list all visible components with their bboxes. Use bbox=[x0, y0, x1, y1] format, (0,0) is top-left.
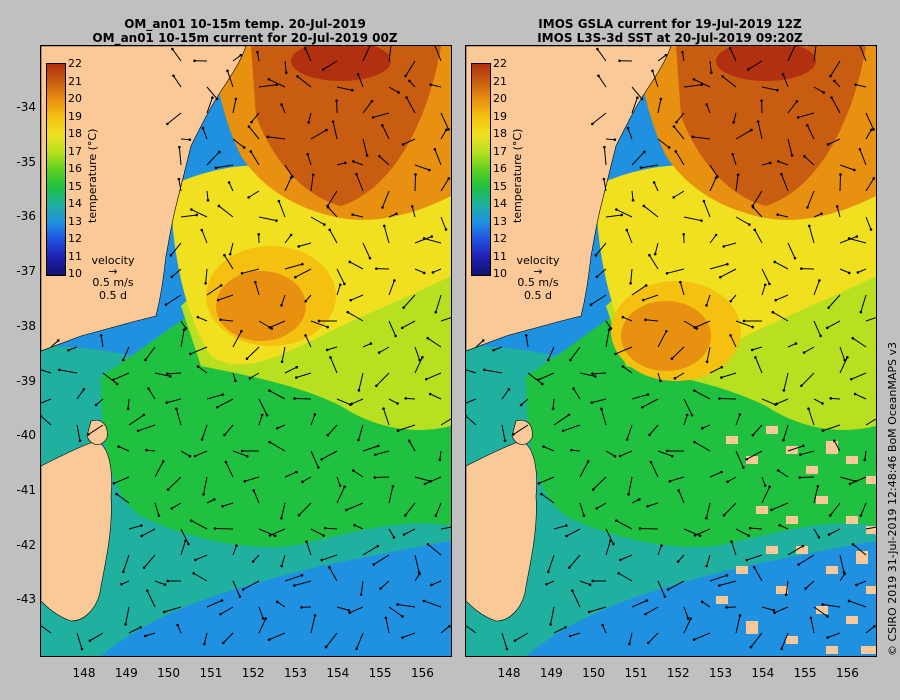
velocity-scale-arrow-icon: → bbox=[533, 265, 543, 278]
longitude-tick-label: 150 bbox=[582, 666, 606, 680]
temperature-colorbar bbox=[46, 63, 66, 276]
velocity-speed: 0.5 m/s bbox=[517, 276, 559, 289]
flinders-island bbox=[511, 419, 533, 445]
longitude-tick-label: 155 bbox=[368, 666, 392, 680]
colorbar-tick-label: 15 bbox=[68, 179, 82, 193]
right-title-line1: IMOS GSLA current for 19-Jul-2019 12Z bbox=[538, 17, 802, 31]
eac-core bbox=[251, 46, 441, 206]
longitude-tick-label: 155 bbox=[793, 666, 817, 680]
colorbar-tick-label: 10 bbox=[68, 267, 82, 280]
right-sst-map bbox=[466, 46, 876, 656]
colorbar-tick-label: 19 bbox=[493, 109, 507, 123]
colorbar-tick-label: 13 bbox=[68, 214, 82, 228]
colorbar-tick-label: 16 bbox=[493, 162, 507, 175]
left-title-line1: OM_an01 10-15m temp. 20-Jul-2019 bbox=[124, 17, 366, 31]
latitude-tick-label: -42 bbox=[16, 537, 36, 552]
longitude-tick-label: 151 bbox=[624, 666, 648, 680]
latitude-tick-label: -38 bbox=[16, 318, 36, 333]
colorbar-tick-label: 12 bbox=[493, 232, 507, 245]
velocity-vectors bbox=[466, 46, 876, 651]
cloud-mask bbox=[716, 426, 876, 654]
longitude-tick-label: 153 bbox=[709, 666, 732, 680]
latitude-tick-label: -34 bbox=[16, 100, 36, 114]
right-panel-title: IMOS GSLA current for 19-Jul-2019 12Z IM… bbox=[465, 17, 875, 45]
colorbar-tick-label: 17 bbox=[68, 144, 82, 158]
colorbar-tick-label: 17 bbox=[493, 144, 507, 158]
eac-core bbox=[676, 46, 866, 206]
latitude-tick-label: -40 bbox=[16, 428, 36, 443]
temperature-colorbar bbox=[471, 63, 491, 276]
southern-blue-water bbox=[101, 541, 451, 656]
colorbar-tick-label: 20 bbox=[68, 92, 82, 105]
longitude-tick-label: 151 bbox=[199, 666, 223, 680]
credit-text: © CSIRO 2019 31-Jul-2019 12:48:46 BoM Oc… bbox=[886, 342, 899, 656]
colorbar-title: temperature (°C) bbox=[511, 128, 524, 223]
longitude-tick-label: 148 bbox=[497, 666, 521, 680]
colorbar-tick-label: 15 bbox=[493, 179, 507, 193]
flinders-island bbox=[86, 419, 108, 445]
colorbar-tick-label: 18 bbox=[493, 127, 507, 140]
warm-eddy-center bbox=[621, 301, 711, 371]
left-panel-title: OM_an01 10-15m temp. 20-Jul-2019 OM_an01… bbox=[40, 17, 450, 45]
colorbar-tick-label: 16 bbox=[68, 162, 82, 175]
colorbar-tick-label: 13 bbox=[493, 214, 507, 228]
velocity-label: velocity bbox=[91, 254, 135, 267]
latitude-tick-label: -36 bbox=[16, 209, 36, 224]
left-title-line2: OM_an01 10-15m current for 20-Jul-2019 0… bbox=[92, 31, 398, 45]
colorbar-tick-label: 19 bbox=[68, 109, 82, 123]
longitude-tick-label: 149 bbox=[539, 666, 563, 680]
right-title-line2: IMOS L3S-3d SST at 20-Jul-2019 09:20Z bbox=[537, 31, 803, 45]
colorbar-tick-label: 11 bbox=[493, 249, 507, 263]
colorbar-tick-label: 20 bbox=[493, 92, 507, 105]
colorbar-title: temperature (°C) bbox=[86, 128, 99, 223]
latitude-tick-label: -35 bbox=[16, 154, 36, 169]
left-sst-map bbox=[41, 46, 451, 656]
latitude-tick-label: -37 bbox=[16, 264, 36, 279]
warm-eddy-center bbox=[216, 271, 306, 341]
left-map-panel bbox=[40, 45, 452, 657]
longitude-tick-label: 152 bbox=[666, 666, 690, 680]
longitude-tick-label: 156 bbox=[410, 666, 434, 680]
velocity-duration: 0.5 d bbox=[524, 289, 552, 302]
southern-blue-water bbox=[526, 541, 876, 656]
velocity-legend: velocity → 0.5 m/s 0.5 d bbox=[78, 254, 148, 302]
velocity-label: velocity bbox=[516, 254, 560, 267]
longitude-tick-label: 154 bbox=[751, 666, 775, 680]
colorbar-tick-label: 12 bbox=[68, 232, 82, 245]
longitude-tick-label: 156 bbox=[835, 666, 859, 680]
right-map-panel bbox=[465, 45, 877, 657]
colorbar-tick-label: 21 bbox=[68, 74, 82, 88]
colorbar-tick-label: 14 bbox=[493, 197, 507, 210]
colorbar-tick-label: 14 bbox=[68, 197, 82, 210]
longitude-tick-label: 152 bbox=[241, 666, 265, 680]
colorbar-tick-label: 18 bbox=[68, 127, 82, 140]
latitude-tick-label: -41 bbox=[16, 482, 36, 497]
longitude-tick-label: 148 bbox=[72, 666, 96, 680]
latitude-tick-label: -43 bbox=[16, 592, 36, 607]
velocity-vectors bbox=[41, 46, 451, 651]
velocity-legend: velocity → 0.5 m/s 0.5 d bbox=[503, 254, 573, 302]
velocity-scale-arrow-icon: → bbox=[108, 265, 118, 278]
longitude-tick-label: 149 bbox=[114, 666, 138, 680]
colorbar-tick-label: 21 bbox=[493, 74, 507, 88]
colorbar-tick-label: 11 bbox=[68, 249, 82, 263]
longitude-tick-label: 154 bbox=[326, 666, 350, 680]
velocity-speed: 0.5 m/s bbox=[92, 276, 134, 289]
colorbar-tick-label: 10 bbox=[493, 267, 507, 280]
colorbar-tick-label: 22 bbox=[68, 57, 82, 70]
colorbar-tick-label: 22 bbox=[493, 57, 507, 70]
longitude-tick-label: 150 bbox=[157, 666, 181, 680]
latitude-tick-label: -39 bbox=[16, 373, 36, 388]
longitude-tick-label: 153 bbox=[284, 666, 307, 680]
velocity-duration: 0.5 d bbox=[99, 289, 127, 302]
